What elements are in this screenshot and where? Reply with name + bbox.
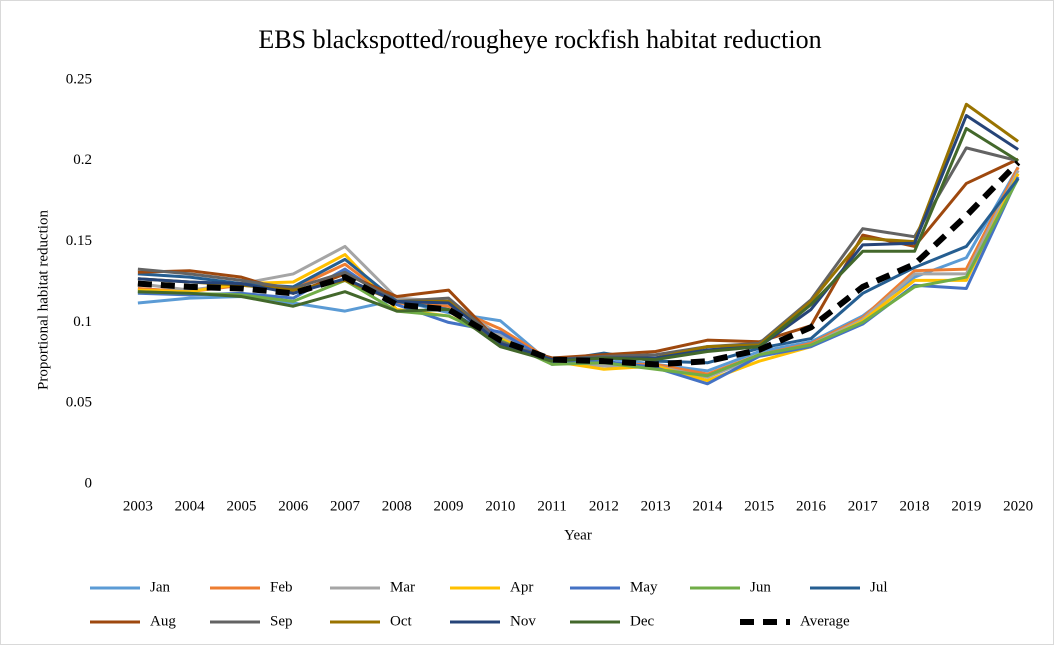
- x-tick-label: 2006: [278, 498, 309, 514]
- series-line: [137, 160, 1021, 368]
- y-tick-label: 0: [85, 475, 93, 491]
- x-tick-label: 2013: [641, 498, 671, 514]
- x-tick-label: 2003: [123, 498, 153, 514]
- legend-label: Feb: [270, 579, 293, 595]
- x-tick-label: 2008: [382, 498, 412, 514]
- x-tick-label: 2010: [485, 498, 515, 514]
- legend-label: May: [630, 579, 658, 595]
- x-tick-label: 2005: [226, 498, 256, 514]
- x-tick-label: 2017: [848, 498, 879, 514]
- x-axis-label: Year: [564, 527, 592, 543]
- y-tick-label: 0.2: [73, 152, 92, 168]
- y-axis-label: Proportional habitat reduction: [35, 210, 51, 390]
- legend-label: Jul: [870, 579, 888, 595]
- legend-label: Sep: [270, 613, 293, 629]
- x-tick-label: 2016: [796, 498, 827, 514]
- x-tick-label: 2012: [589, 498, 619, 514]
- y-tick-label: 0.1: [73, 314, 92, 330]
- y-tick-label: 0.05: [66, 395, 92, 411]
- series-line: [137, 173, 1020, 383]
- legend-label: Jan: [150, 579, 170, 595]
- x-tick-label: 2015: [744, 498, 774, 514]
- x-tick-label: 2004: [175, 498, 206, 514]
- x-tick-label: 2018: [900, 498, 930, 514]
- legend-label: Mar: [390, 579, 415, 595]
- series-line: [137, 177, 1020, 378]
- legend-label: Dec: [630, 613, 654, 629]
- chart-title: EBS blackspotted/rougheye rockfish habit…: [258, 25, 821, 54]
- x-tick-label: 2019: [951, 498, 981, 514]
- y-tick-label: 0.25: [66, 71, 92, 87]
- y-tick-label: 0.15: [66, 233, 92, 249]
- x-tick-label: 2020: [1003, 498, 1033, 514]
- legend-label: Aug: [150, 613, 176, 629]
- legend-label: Nov: [510, 613, 536, 629]
- x-tick-label: 2007: [330, 498, 361, 514]
- x-tick-label: 2014: [692, 498, 723, 514]
- legend-label: Oct: [390, 613, 412, 629]
- x-tick-label: 2009: [434, 498, 464, 514]
- legend-label: Average: [800, 613, 850, 629]
- legend-label: Apr: [510, 579, 533, 595]
- legend-label: Jun: [750, 579, 771, 595]
- x-tick-label: 2011: [537, 498, 566, 514]
